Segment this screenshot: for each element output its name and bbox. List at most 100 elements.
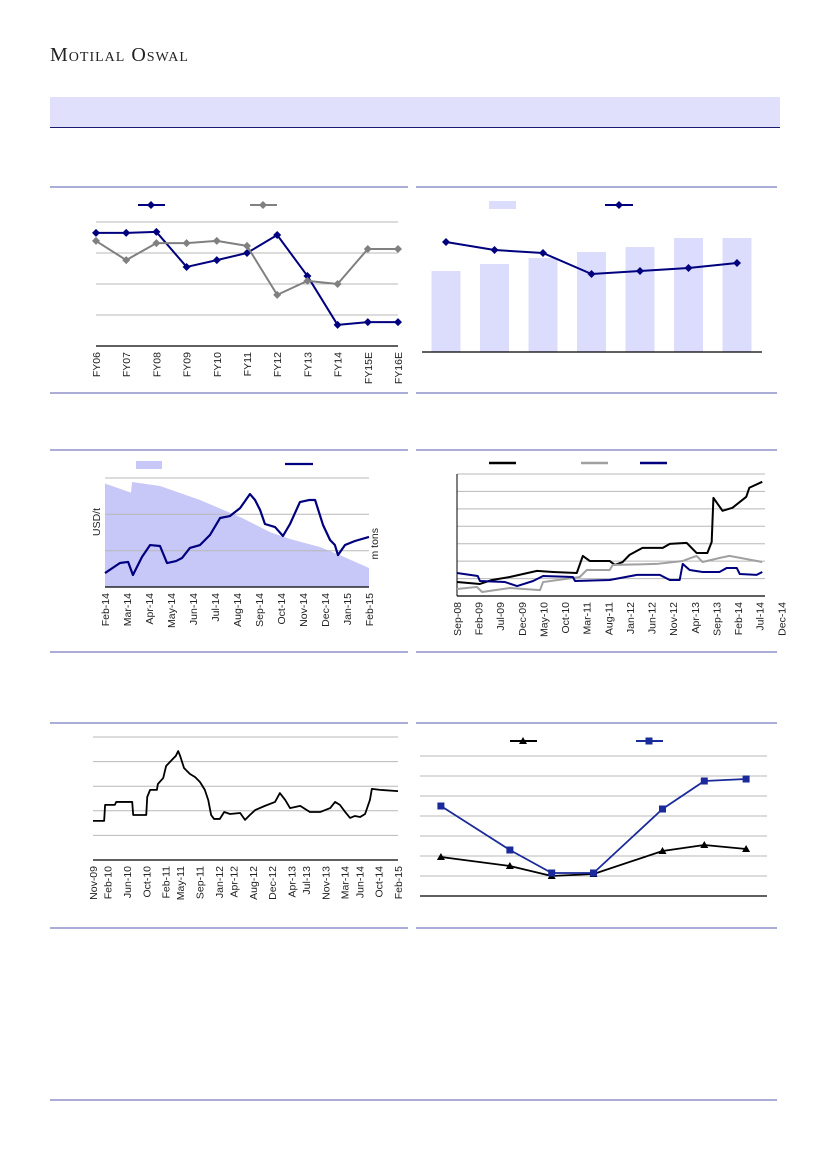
x-tick-label: Nov-09 (88, 866, 100, 900)
x-tick-label: FY16E (393, 352, 405, 384)
x-tick-label: Jul-14 (755, 602, 767, 631)
legend-marker (259, 201, 267, 209)
x-tick-label: Jun-14 (354, 866, 366, 898)
x-tick-label: Jul-14 (210, 593, 222, 622)
x-tick-label: Feb-10 (103, 866, 115, 899)
x-tick-label: FY15E (363, 352, 375, 384)
x-tick-label: Jun-14 (188, 593, 200, 625)
series-line (93, 750, 399, 822)
data-point (490, 246, 499, 254)
x-tick-label: FY06 (91, 352, 103, 377)
data-point (437, 802, 445, 810)
data-point (587, 270, 596, 278)
x-tick-label: FY14 (333, 352, 345, 377)
legend-marker (615, 201, 623, 209)
x-tick-label: Feb-15 (364, 593, 376, 626)
data-point (700, 841, 709, 848)
series-line (104, 492, 370, 577)
bar (431, 271, 461, 352)
data-point (152, 239, 161, 248)
data-point (658, 847, 667, 854)
x-tick-label: Sep-08 (452, 602, 464, 636)
x-tick-label: Sep-13 (711, 602, 723, 636)
data-point (506, 846, 514, 854)
x-tick-label: Nov-12 (668, 602, 680, 636)
x-tick-label: Apr-13 (690, 602, 702, 634)
data-point (394, 244, 402, 253)
x-tick-label: FY12 (272, 352, 284, 377)
x-tick-label: May-14 (166, 593, 178, 628)
x-tick-label: FY10 (212, 352, 224, 377)
data-point (700, 777, 708, 785)
x-tick-label: Mar-11 (582, 602, 594, 635)
brand-logo: Motilal Oswal (50, 44, 189, 66)
bar (674, 238, 703, 352)
x-tick-label: Oct-14 (374, 866, 386, 898)
x-tick-label: Dec-09 (517, 602, 529, 636)
data-point (436, 853, 445, 860)
x-tick-label: Mar-14 (122, 593, 134, 626)
x-tick-label: Jul-13 (301, 866, 313, 895)
x-tick-label: Feb-09 (474, 602, 486, 635)
x-tick-label: Oct-14 (276, 593, 288, 625)
series-line (456, 480, 763, 585)
data-point (212, 256, 221, 265)
x-tick-label: Jan-15 (342, 593, 354, 625)
bar (625, 247, 655, 352)
data-point (243, 241, 251, 250)
x-tick-label: May-10 (538, 602, 550, 637)
x-tick-label: Dec-14 (776, 602, 788, 636)
data-point (733, 259, 741, 267)
x-tick-label: Aug-11 (603, 602, 615, 635)
bar (480, 264, 509, 352)
x-tick-label: Jun-10 (122, 866, 134, 898)
x-tick-label: Dec-14 (320, 593, 332, 627)
series-line (456, 554, 763, 593)
data-point (303, 271, 312, 280)
bar (722, 238, 752, 352)
x-tick-label: Aug-12 (248, 866, 260, 900)
x-tick-label: Jun-12 (647, 602, 659, 634)
data-point (363, 244, 372, 253)
x-tick-label: Feb-14 (100, 593, 112, 626)
x-tick-label: Apr-13 (286, 866, 298, 898)
x-tick-label: Oct-10 (560, 602, 572, 634)
x-tick-label: Aug-14 (232, 593, 244, 627)
data-point (658, 805, 666, 813)
data-point (273, 290, 282, 299)
data-point (742, 775, 750, 783)
x-tick-label: Feb-11 (161, 866, 173, 899)
data-point (333, 320, 342, 329)
x-tick-label: Dec-12 (267, 866, 279, 900)
x-tick-label: Jan-12 (214, 866, 226, 898)
legend-area-swatch (136, 461, 162, 469)
data-point (505, 862, 514, 869)
bar (577, 252, 606, 352)
x-tick-label: Oct-10 (141, 866, 153, 898)
x-tick-label: May-11 (175, 866, 187, 900)
bar (528, 258, 558, 352)
data-point (273, 231, 282, 240)
data-point (636, 267, 644, 275)
data-point (92, 236, 100, 245)
x-tick-label: Feb-14 (733, 602, 745, 635)
x-tick-label: FY09 (182, 352, 194, 377)
x-tick-label: Sep-11 (195, 866, 207, 899)
x-tick-label: Jan-12 (625, 602, 637, 634)
data-point (742, 845, 751, 852)
data-point (92, 228, 100, 237)
data-point (303, 276, 312, 285)
legend-marker (147, 201, 155, 209)
y-axis-label: USD/t (91, 508, 103, 536)
legend-bar-swatch (489, 201, 516, 209)
data-point (122, 256, 131, 265)
data-point (122, 228, 131, 237)
x-tick-label: Jul-09 (495, 602, 507, 631)
data-point (212, 236, 221, 245)
data-point (548, 869, 556, 877)
data-point (363, 318, 372, 327)
data-point (539, 249, 547, 257)
x-tick-label: Nov-14 (298, 593, 310, 627)
section-title-band (50, 97, 780, 128)
data-point (684, 264, 693, 272)
